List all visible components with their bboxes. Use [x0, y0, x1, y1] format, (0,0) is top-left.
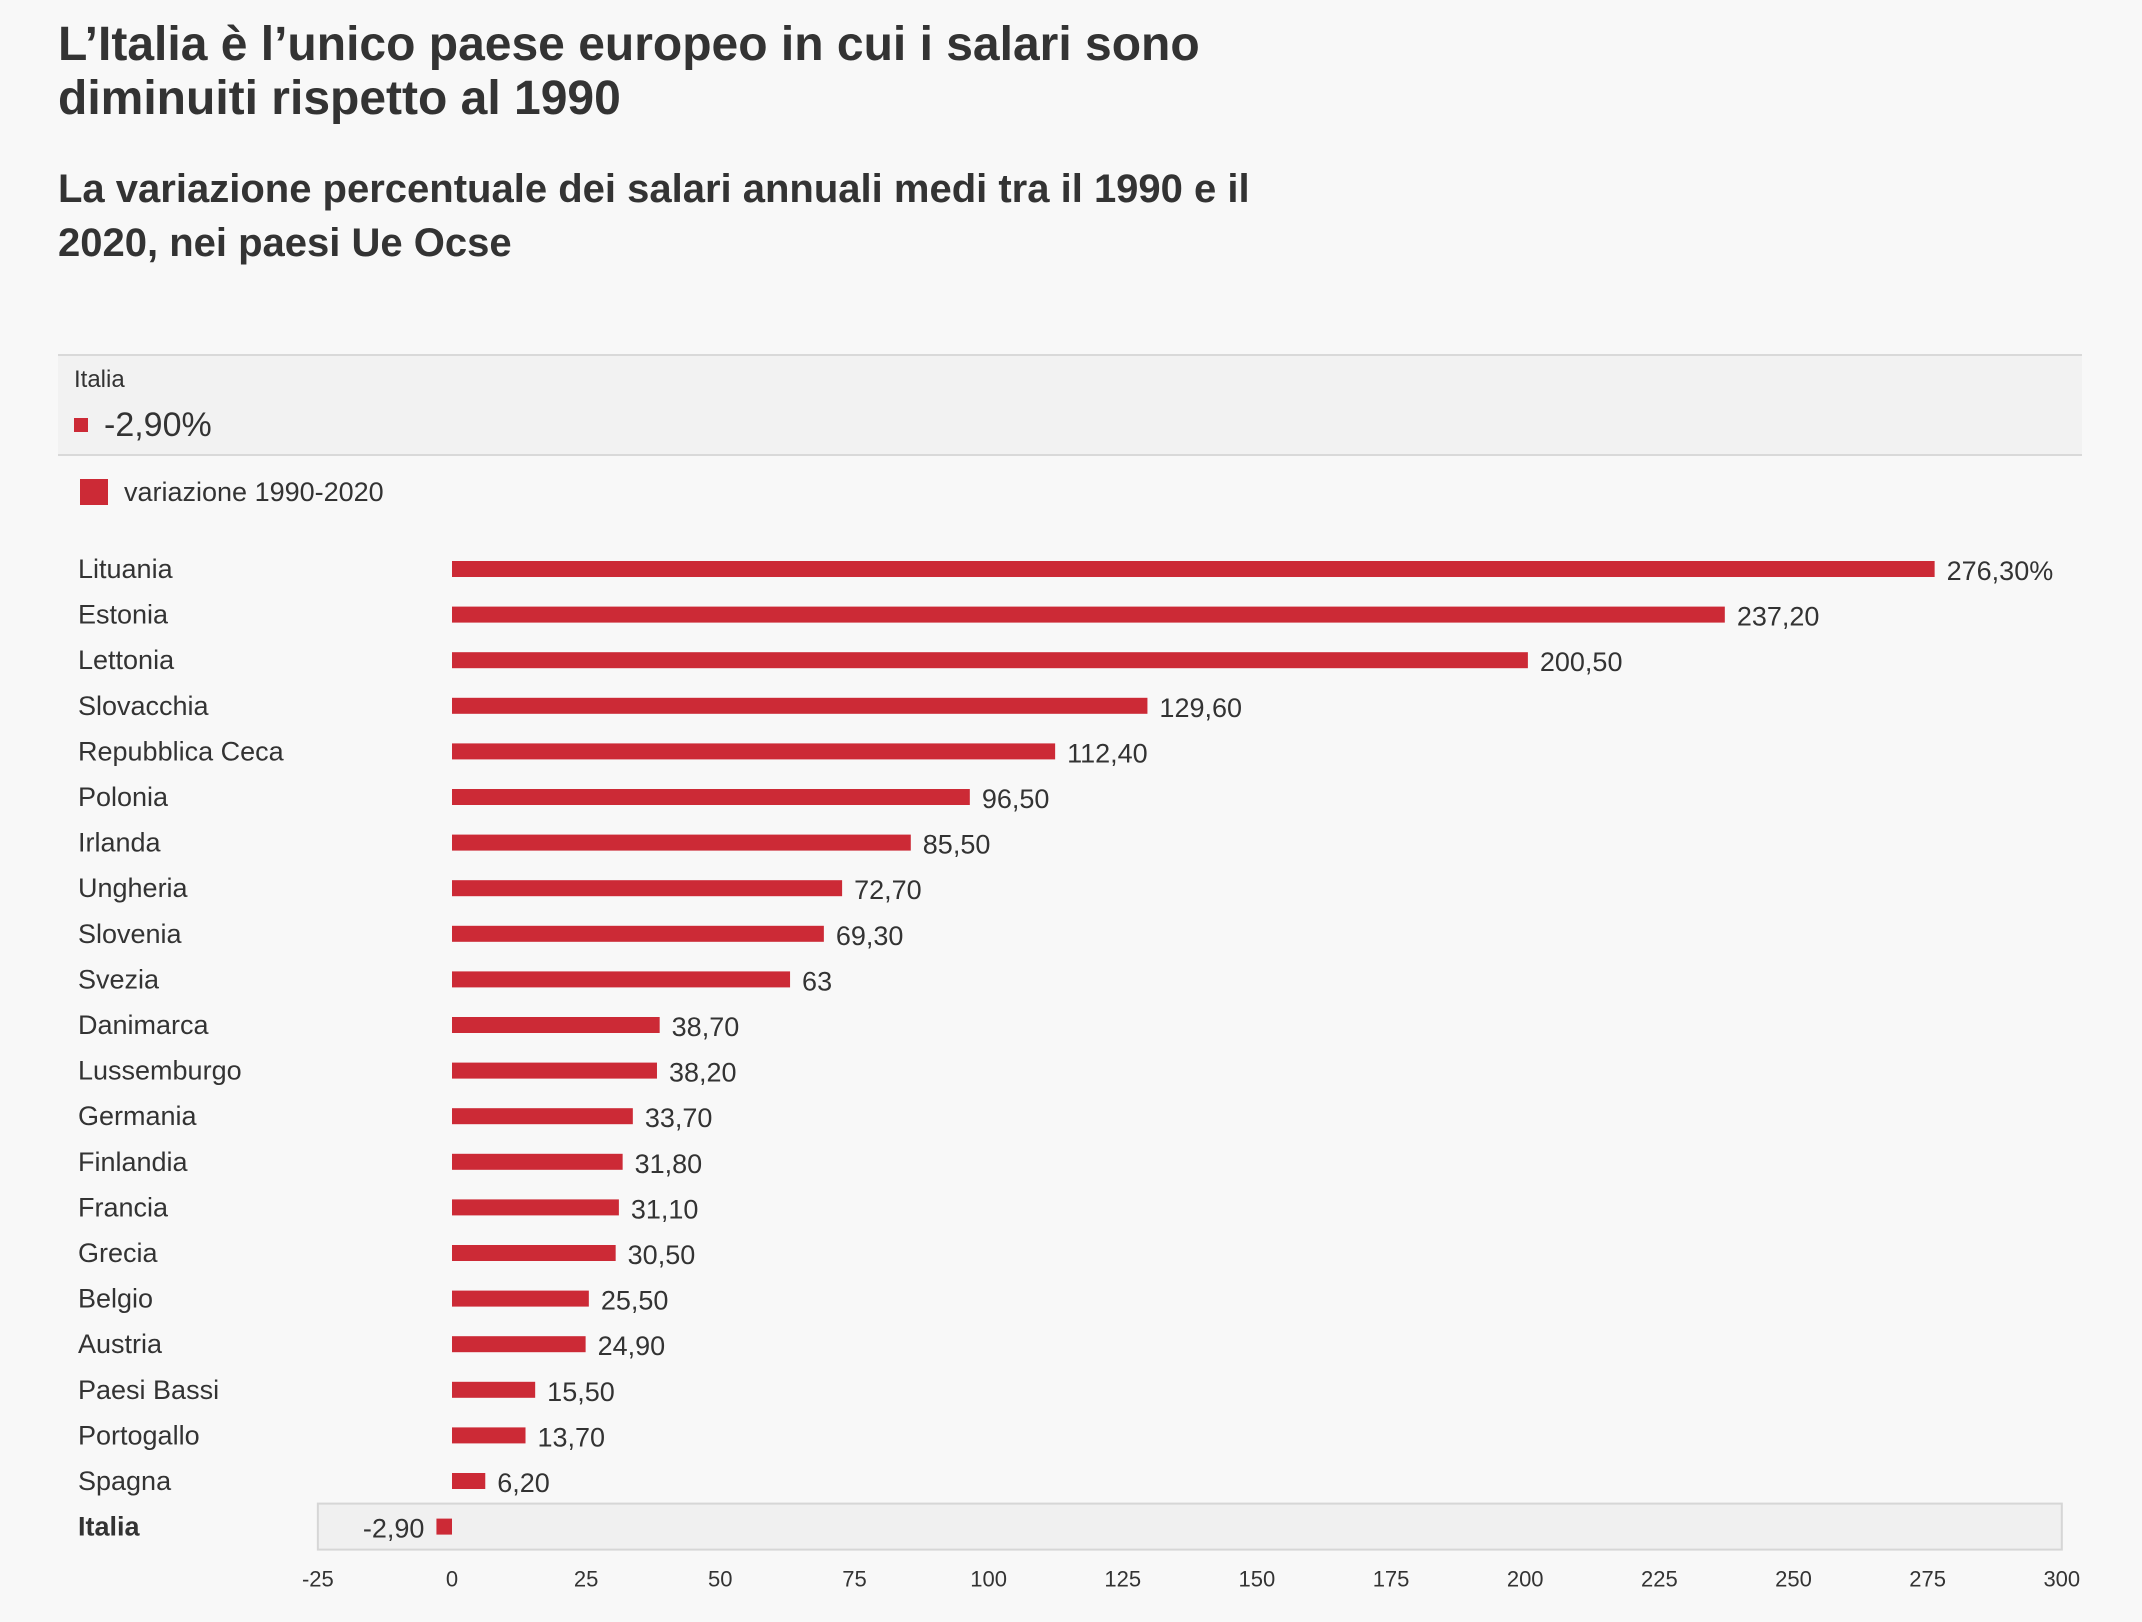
value-label-ungheria: 72,70	[854, 875, 922, 905]
bar-ungheria	[452, 880, 843, 897]
x-tick-label: 75	[842, 1567, 866, 1592]
bar-spagna	[452, 1473, 486, 1489]
value-label-austria: 24,90	[598, 1331, 666, 1361]
bar-polonia	[452, 789, 970, 805]
category-label-danimarca: Danimarca	[78, 1010, 210, 1040]
tooltip-panel: Italia -2,90%	[58, 354, 2082, 456]
value-label-grecia: 30,50	[628, 1240, 696, 1270]
bar-slovenia	[452, 925, 824, 942]
value-label-finlandia: 31,80	[635, 1149, 703, 1179]
category-label-svezia: Svezia	[78, 964, 160, 994]
category-label-belgio: Belgio	[78, 1284, 153, 1314]
value-label-estonia: 237,20	[1737, 602, 1820, 632]
x-tick-label: 175	[1373, 1567, 1410, 1592]
category-label-finlandia: Finlandia	[78, 1147, 189, 1177]
category-label-grecia: Grecia	[78, 1238, 159, 1268]
value-label-italia: -2,90	[363, 1514, 425, 1544]
bar-grecia	[452, 1245, 616, 1261]
category-label-francia: Francia	[78, 1192, 169, 1222]
value-label-lituania: 276,30%	[1947, 556, 2054, 586]
category-label-irlanda: Irlanda	[78, 828, 162, 858]
legend-swatch	[80, 479, 108, 505]
value-label-repubblica-ceca: 112,40	[1067, 738, 1148, 768]
category-label-estonia: Estonia	[78, 600, 169, 630]
category-label-slovacchia: Slovacchia	[78, 691, 210, 721]
x-tick-label: 300	[2043, 1567, 2080, 1592]
value-label-belgio: 25,50	[601, 1286, 669, 1316]
category-label-ungheria: Ungheria	[78, 873, 189, 903]
bar-italia	[436, 1518, 452, 1535]
category-label-germania: Germania	[78, 1101, 198, 1131]
x-tick-label: 225	[1641, 1567, 1678, 1592]
x-tick-label: 275	[1909, 1567, 1946, 1592]
x-tick-label: 50	[708, 1567, 732, 1592]
category-label-paesi-bassi: Paesi Bassi	[78, 1375, 219, 1405]
bar-danimarca	[452, 1017, 660, 1033]
bar-lituania	[452, 561, 1935, 577]
value-label-slovenia: 69,30	[836, 921, 904, 951]
category-label-austria: Austria	[78, 1329, 163, 1359]
category-label-lituania: Lituania	[78, 554, 174, 584]
value-label-danimarca: 38,70	[672, 1012, 740, 1042]
legend[interactable]: variazione 1990-2020	[80, 476, 384, 508]
category-label-spagna: Spagna	[78, 1466, 172, 1496]
category-label-lettonia: Lettonia	[78, 645, 175, 675]
value-label-irlanda: 85,50	[923, 830, 991, 860]
x-tick-label: 100	[970, 1567, 1007, 1592]
bar-lettonia	[452, 652, 1528, 669]
category-label-lussemburgo: Lussemburgo	[78, 1056, 242, 1086]
x-tick-label: 150	[1239, 1567, 1276, 1592]
value-label-francia: 31,10	[631, 1194, 699, 1224]
value-label-lettonia: 200,50	[1540, 647, 1623, 677]
tooltip-value: -2,90%	[104, 406, 212, 444]
highlight-band	[316, 1502, 2063, 1551]
bar-finlandia	[452, 1153, 623, 1170]
bar-lussemburgo	[452, 1062, 657, 1079]
chart-title: L’Italia è l’unico paese europeo in cui …	[58, 18, 1200, 125]
legend-label: variazione 1990-2020	[124, 476, 384, 507]
x-tick-label: 25	[574, 1567, 598, 1592]
bar-repubblica-ceca	[452, 743, 1056, 760]
value-label-spagna: 6,20	[497, 1468, 550, 1498]
bar-portogallo	[452, 1427, 526, 1444]
chart-subtitle: La variazione percentuale dei salari ann…	[58, 167, 1250, 265]
bar-austria	[452, 1336, 586, 1353]
bar-slovacchia	[452, 697, 1148, 714]
bar-irlanda	[452, 834, 911, 851]
tooltip-swatch	[74, 418, 88, 432]
tooltip-label: Italia	[74, 366, 125, 393]
x-tick-label: 250	[1775, 1567, 1812, 1592]
category-label-italia: Italia	[78, 1512, 141, 1542]
value-label-slovacchia: 129,60	[1159, 693, 1242, 723]
x-tick-label: 200	[1507, 1567, 1544, 1592]
bar-paesi-bassi	[452, 1381, 536, 1398]
bar-belgio	[452, 1290, 589, 1307]
x-tick-label: -25	[302, 1567, 334, 1592]
x-tick-label: 0	[446, 1567, 458, 1592]
category-label-repubblica-ceca: Repubblica Ceca	[78, 736, 285, 766]
bar-svezia	[452, 971, 791, 988]
x-tick-label: 125	[1104, 1567, 1141, 1592]
bar-francia	[452, 1199, 619, 1216]
category-label-slovenia: Slovenia	[78, 919, 183, 949]
category-label-polonia: Polonia	[78, 782, 169, 812]
value-label-paesi-bassi: 15,50	[547, 1377, 615, 1407]
bar-estonia	[452, 606, 1725, 623]
value-label-svezia: 63	[802, 966, 832, 996]
value-label-germania: 33,70	[645, 1103, 713, 1133]
bar-germania	[452, 1108, 633, 1125]
value-label-portogallo: 13,70	[538, 1422, 606, 1452]
category-label-portogallo: Portogallo	[78, 1420, 200, 1450]
value-label-lussemburgo: 38,20	[669, 1058, 737, 1088]
value-label-polonia: 96,50	[982, 784, 1050, 814]
